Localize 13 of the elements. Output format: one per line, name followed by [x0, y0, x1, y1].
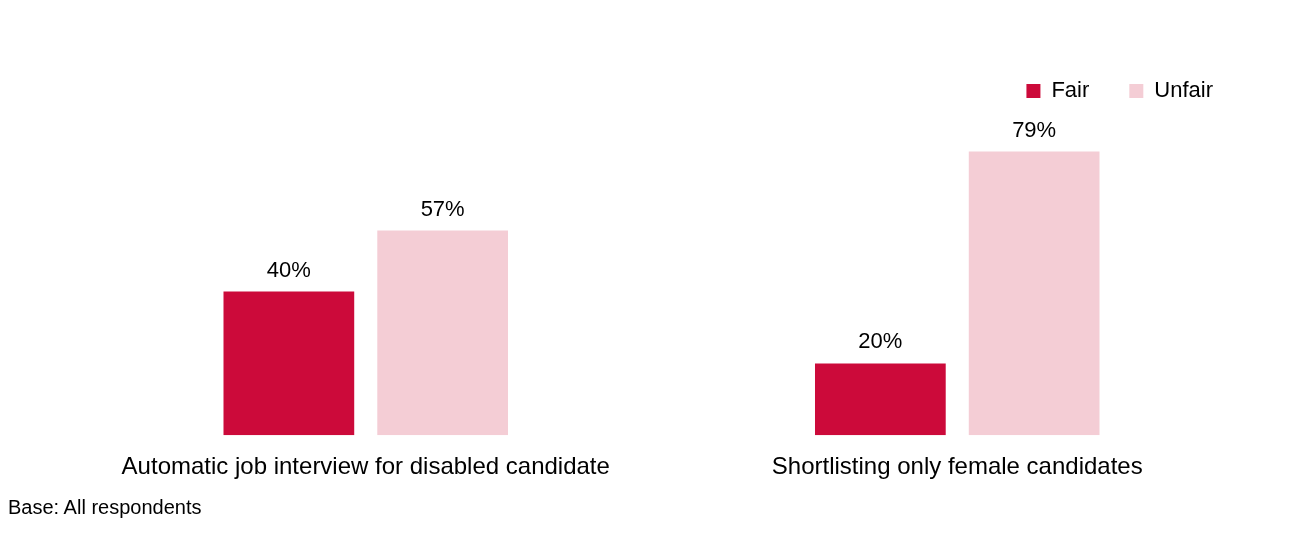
legend-label: Fair: [1051, 77, 1090, 103]
bar: [968, 151, 1100, 436]
data-label: 57%: [420, 195, 465, 221]
x-tick-label: Automatic job interview for disabled candidate: [121, 452, 610, 480]
bar: [377, 230, 509, 436]
bar: [223, 291, 355, 436]
legend-label: Unfair: [1154, 77, 1213, 103]
data-label: 20%: [858, 328, 903, 354]
data-label: 79%: [1012, 116, 1057, 142]
x-tick-label: Shortlisting only female candidates: [771, 452, 1143, 480]
text: Base: All respondents: [8, 496, 202, 519]
bar: [814, 363, 946, 436]
data-label: 40%: [266, 256, 311, 282]
